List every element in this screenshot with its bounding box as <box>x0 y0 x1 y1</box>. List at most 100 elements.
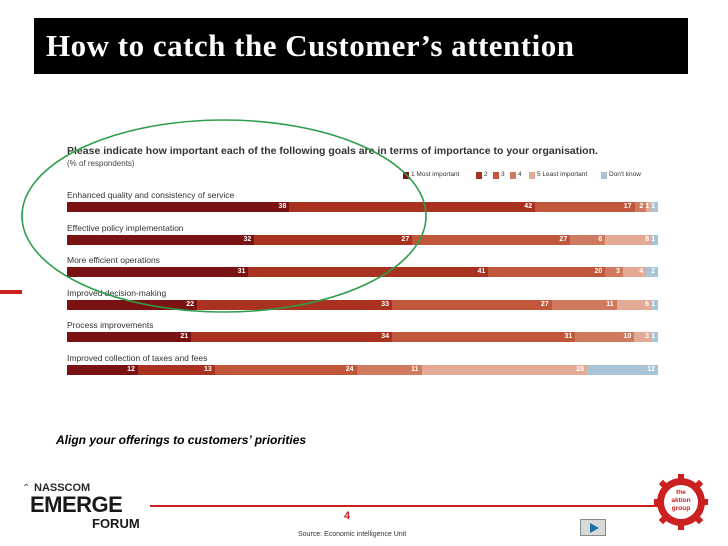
badge-line-2: aktion <box>671 497 691 504</box>
bar-segment: 6 <box>616 299 653 310</box>
slide-title: How to catch the Customer’s attention <box>46 28 575 63</box>
bar-segment: 34 <box>191 332 393 342</box>
data-label: 31 <box>237 268 246 275</box>
chart-title: Please indicate how important each of th… <box>67 145 598 157</box>
bar-segment: 2 <box>634 202 647 212</box>
bar-segment: 41 <box>248 267 489 277</box>
data-label: 2 <box>639 203 644 210</box>
bar-segment: 22 <box>67 299 198 310</box>
data-label: 31 <box>564 333 573 340</box>
stacked-bar: 21 34 31 10 3 1 <box>67 332 658 342</box>
nasscom-wordmark: NASSCOM <box>34 482 91 494</box>
data-label: 22 <box>186 300 195 308</box>
data-label: 11 <box>411 365 419 373</box>
page-number: 4 <box>344 510 351 522</box>
bar-segment: 13 <box>137 364 215 375</box>
legend-swatch <box>403 172 409 179</box>
chart-subtitle: (% of respondents) <box>67 159 135 168</box>
bar-segment: 1 <box>651 202 658 212</box>
play-right-icon <box>590 523 599 533</box>
category-label: More efficient operations <box>67 255 160 265</box>
bar-segment: 1 <box>651 299 658 310</box>
emerge-wordmark: EMERGE <box>30 492 123 517</box>
bar-segment: 32 <box>67 234 255 245</box>
data-label: 6 <box>598 235 603 243</box>
bar-segment: 24 <box>214 364 357 375</box>
stacked-bar-chart: Please indicate how important each of th… <box>60 130 670 390</box>
bar-segment: 4 <box>622 267 647 277</box>
aktion-group-badge: the aktion group <box>654 472 708 532</box>
data-label: 27 <box>401 235 410 243</box>
legend-label: 5 Least important <box>537 171 588 178</box>
data-label: 21 <box>180 333 189 340</box>
data-label: 3 <box>645 333 650 340</box>
category-label: Improved collection of taxes and fees <box>67 352 208 363</box>
badge-line-3: group <box>671 505 691 512</box>
title-bar: How to catch the Customer’s attention <box>34 18 688 74</box>
chevron-up-icon: ⌃ <box>22 483 31 494</box>
data-label: 1 <box>651 235 655 243</box>
legend-swatch <box>493 172 499 179</box>
bar-segment: 3 <box>605 267 623 277</box>
category-label: Process improvements <box>67 320 154 330</box>
bar-segment: 11 <box>356 364 422 375</box>
next-slide-button[interactable] <box>580 519 606 536</box>
bar-segment: 1 <box>651 234 658 245</box>
category-label: Enhanced quality and consistency of serv… <box>67 190 235 200</box>
legend-swatch <box>529 172 535 179</box>
data-label: 12 <box>127 365 135 373</box>
data-label: 4 <box>639 268 644 275</box>
legend-label: 2 <box>484 171 488 178</box>
footer-divider <box>150 505 658 507</box>
left-accent-line <box>0 290 22 294</box>
tagline: Align your offerings to customers’ prior… <box>56 433 307 447</box>
bar-segment: 33 <box>197 299 393 310</box>
data-label: 28 <box>576 365 585 373</box>
legend-label: 1 Most important <box>411 171 460 178</box>
data-label: 11 <box>606 300 614 308</box>
bar-segment: 2 <box>646 267 658 277</box>
bar-segment: 27 <box>412 234 571 245</box>
data-label: 13 <box>203 365 212 373</box>
data-label: 1 <box>651 333 655 340</box>
bar-segment: 8 <box>605 234 653 245</box>
data-label: 1 <box>645 203 650 210</box>
data-label: 12 <box>647 365 655 373</box>
data-label: 1 <box>651 203 655 210</box>
bar-segment: 38 <box>67 202 290 212</box>
bar-segment: 28 <box>421 364 588 375</box>
bar-segment: 31 <box>392 332 576 342</box>
bar-segment: 21 <box>67 332 192 342</box>
data-label: 10 <box>623 333 632 340</box>
data-label: 41 <box>477 268 486 275</box>
legend-swatch <box>510 172 516 179</box>
stacked-bar: 31 41 20 3 4 2 <box>67 267 658 277</box>
badge-line-1: the <box>676 489 686 496</box>
forum-wordmark: FORUM <box>92 516 140 531</box>
highlight-ellipse <box>21 119 427 313</box>
bar-segment: 20 <box>488 267 606 277</box>
bar-segment: 12 <box>67 364 138 375</box>
stacked-bar: 32 27 27 6 8 1 <box>67 234 658 245</box>
bar-segment: 42 <box>289 202 536 212</box>
bar-segment: 1 <box>651 332 658 342</box>
legend-label: Don't know <box>609 171 641 178</box>
category-label: Effective policy implementation <box>67 222 184 233</box>
legend-swatch <box>476 172 482 179</box>
bar-segment: 3 <box>634 332 653 342</box>
data-label: 32 <box>243 235 252 243</box>
data-label: 34 <box>381 333 390 340</box>
data-label: 3 <box>615 268 620 275</box>
legend-label: 3 <box>501 171 505 178</box>
data-label: 1 <box>651 300 655 308</box>
category-label: Improved decision-making <box>67 287 167 298</box>
data-label: 20 <box>594 268 603 275</box>
data-label: 27 <box>540 300 549 308</box>
gear-badge-icon <box>654 474 708 530</box>
data-label: 24 <box>345 365 354 373</box>
data-label: 2 <box>651 268 655 275</box>
bar-segment: 31 <box>67 267 249 277</box>
bar-segment: 17 <box>535 202 635 212</box>
bar-segment: 11 <box>551 299 617 310</box>
data-label: 27 <box>559 235 568 243</box>
